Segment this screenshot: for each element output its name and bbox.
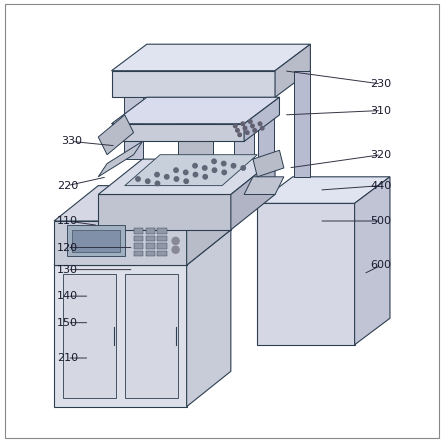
Polygon shape xyxy=(98,159,275,194)
Circle shape xyxy=(203,175,207,179)
Polygon shape xyxy=(275,44,310,97)
Polygon shape xyxy=(253,150,284,177)
Polygon shape xyxy=(178,106,213,159)
Polygon shape xyxy=(54,186,231,221)
Circle shape xyxy=(172,246,179,253)
Circle shape xyxy=(172,237,179,244)
Polygon shape xyxy=(258,97,274,194)
Circle shape xyxy=(241,122,245,126)
Text: 140: 140 xyxy=(57,291,78,301)
Polygon shape xyxy=(234,97,254,177)
Polygon shape xyxy=(146,251,155,256)
Polygon shape xyxy=(146,228,155,234)
Circle shape xyxy=(238,133,242,137)
Text: 120: 120 xyxy=(57,243,78,252)
Polygon shape xyxy=(293,71,309,177)
Polygon shape xyxy=(146,243,155,249)
Polygon shape xyxy=(158,251,167,256)
Circle shape xyxy=(231,164,236,168)
Polygon shape xyxy=(125,274,178,398)
Polygon shape xyxy=(98,141,143,177)
Polygon shape xyxy=(72,230,120,252)
Polygon shape xyxy=(186,186,231,265)
Circle shape xyxy=(202,166,207,170)
Circle shape xyxy=(146,179,150,183)
Circle shape xyxy=(241,166,246,170)
Circle shape xyxy=(222,170,226,175)
Circle shape xyxy=(253,129,257,132)
Circle shape xyxy=(193,164,197,168)
Text: 130: 130 xyxy=(57,265,78,274)
Polygon shape xyxy=(125,155,258,186)
Circle shape xyxy=(249,120,252,123)
Polygon shape xyxy=(124,97,143,159)
Circle shape xyxy=(212,168,217,172)
Polygon shape xyxy=(98,115,134,155)
Polygon shape xyxy=(258,177,390,203)
Circle shape xyxy=(155,181,160,186)
Text: 320: 320 xyxy=(371,150,392,160)
Polygon shape xyxy=(134,251,143,256)
Polygon shape xyxy=(158,243,167,249)
Polygon shape xyxy=(111,97,279,124)
Circle shape xyxy=(155,172,159,177)
Circle shape xyxy=(234,124,237,128)
Polygon shape xyxy=(158,228,167,234)
Polygon shape xyxy=(258,203,355,345)
Polygon shape xyxy=(355,177,390,345)
Circle shape xyxy=(258,122,262,126)
Polygon shape xyxy=(98,194,231,230)
Text: 330: 330 xyxy=(61,137,82,146)
Circle shape xyxy=(243,126,247,130)
Polygon shape xyxy=(63,274,116,398)
Polygon shape xyxy=(186,230,231,407)
Circle shape xyxy=(193,172,198,177)
Circle shape xyxy=(212,159,216,164)
Text: 110: 110 xyxy=(57,216,78,226)
Polygon shape xyxy=(67,225,125,256)
Circle shape xyxy=(184,179,188,183)
Polygon shape xyxy=(54,221,186,265)
Polygon shape xyxy=(158,236,167,241)
Circle shape xyxy=(174,168,178,172)
Circle shape xyxy=(222,161,226,166)
Text: 230: 230 xyxy=(371,79,392,89)
Polygon shape xyxy=(54,265,186,407)
Circle shape xyxy=(174,177,178,181)
Circle shape xyxy=(136,177,140,181)
Polygon shape xyxy=(146,236,155,241)
Circle shape xyxy=(251,124,254,128)
Text: 310: 310 xyxy=(371,106,392,115)
Circle shape xyxy=(165,175,169,179)
Polygon shape xyxy=(54,230,231,265)
Circle shape xyxy=(183,170,188,175)
Polygon shape xyxy=(134,228,143,234)
Circle shape xyxy=(246,131,249,134)
Polygon shape xyxy=(134,236,143,241)
Polygon shape xyxy=(134,243,143,249)
Polygon shape xyxy=(111,44,310,71)
Polygon shape xyxy=(244,97,279,141)
Text: 500: 500 xyxy=(371,216,392,226)
Text: 440: 440 xyxy=(370,181,392,191)
Polygon shape xyxy=(231,159,275,230)
Polygon shape xyxy=(244,177,284,194)
Text: 150: 150 xyxy=(57,318,78,328)
Text: 600: 600 xyxy=(371,260,392,270)
Circle shape xyxy=(236,129,239,132)
Circle shape xyxy=(261,126,264,130)
Polygon shape xyxy=(111,124,244,141)
Text: 210: 210 xyxy=(57,353,78,363)
Text: 220: 220 xyxy=(57,181,78,191)
Polygon shape xyxy=(111,71,275,97)
